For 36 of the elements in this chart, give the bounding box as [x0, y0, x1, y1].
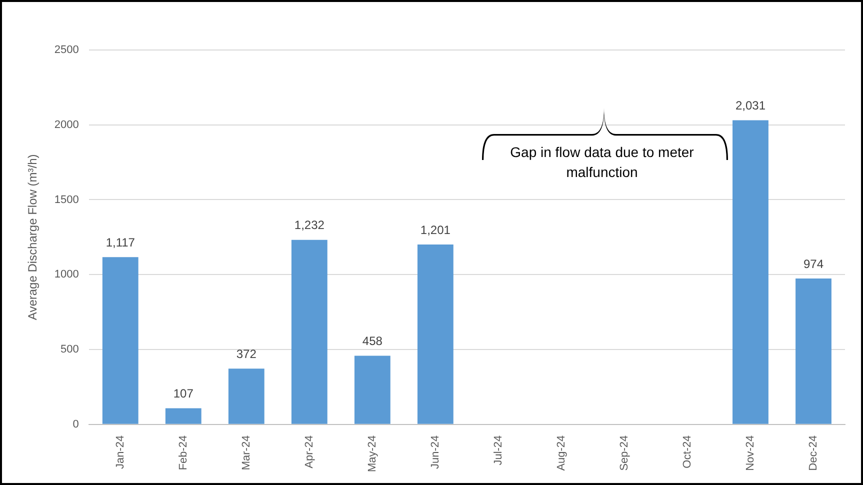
data-label: 1,232	[294, 218, 325, 232]
data-label: 1,201	[420, 222, 451, 237]
bar	[417, 244, 454, 424]
y-tick-label: 0	[72, 418, 79, 430]
x-tick-label: Aug-24	[555, 435, 568, 471]
x-tick-label: Jun-24	[429, 435, 442, 469]
data-label: 1,117	[106, 235, 136, 250]
bar	[796, 278, 832, 424]
bar	[291, 240, 328, 424]
data-label: 2,031	[735, 98, 766, 113]
x-tick-label: Oct-24	[682, 435, 694, 468]
x-tick-label: Dec-24	[808, 435, 820, 471]
bar	[732, 120, 768, 424]
y-axis-title: Average Discharge Flow (m³/h)	[26, 154, 40, 320]
bar	[165, 408, 202, 424]
x-tick-label: May-24	[366, 435, 378, 472]
x-tick-label: Apr-24	[303, 435, 316, 468]
annotation: Gap in flow data due to meter malfunction	[509, 143, 695, 182]
x-tick-label: Nov-24	[744, 435, 757, 471]
bar	[102, 257, 138, 424]
y-tick-label: 1500	[54, 194, 79, 206]
x-tick-label: Mar-24	[240, 435, 252, 470]
x-tick-label: Jul-24	[492, 435, 504, 466]
data-label: 974	[803, 256, 824, 271]
bar	[354, 356, 390, 424]
bar	[228, 368, 264, 424]
x-tick-label: Jan-24	[114, 435, 126, 469]
y-tick-label: 2000	[54, 118, 79, 131]
data-label: 372	[236, 346, 257, 361]
y-tick-label: 500	[60, 343, 79, 356]
data-label: 107	[173, 386, 194, 401]
x-tick-label: Sep-24	[618, 435, 630, 471]
x-tick-label: Feb-24	[177, 435, 190, 470]
y-tick-label: 2500	[54, 44, 79, 56]
data-label: 458	[362, 334, 383, 348]
y-tick-label: 1000	[54, 268, 79, 281]
